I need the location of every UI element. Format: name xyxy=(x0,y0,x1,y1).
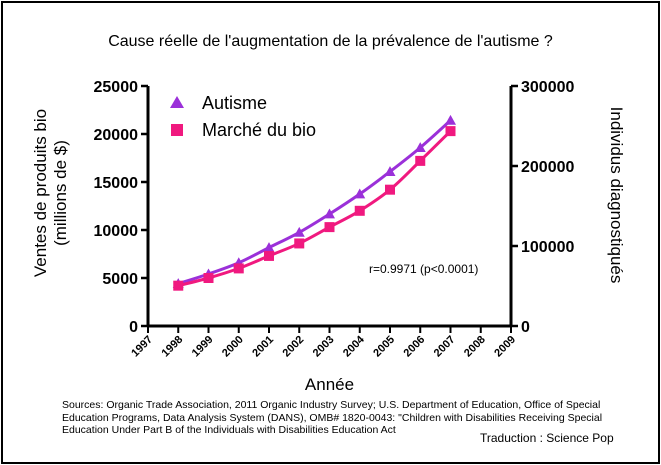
legend-marker-autisme xyxy=(170,96,184,108)
series-point-autisme xyxy=(354,188,366,199)
series-point-bio xyxy=(385,184,395,195)
left-tick-label: 20000 xyxy=(94,127,139,144)
x-tick-label: 2006 xyxy=(402,334,428,360)
x-tick-label: 1997 xyxy=(129,334,155,360)
series-point-bio xyxy=(264,250,274,261)
sources-note: Sources: Organic Trade Association, 2011… xyxy=(62,399,603,437)
x-tick-label: 2005 xyxy=(371,334,397,360)
series-point-bio xyxy=(324,222,335,233)
series-point-bio xyxy=(173,280,184,291)
x-tick-label: 2009 xyxy=(492,334,518,360)
series-point-autisme xyxy=(293,226,305,237)
series-point-autisme xyxy=(445,114,456,125)
right-tick-label: 100000 xyxy=(521,239,574,256)
left-tick-label: 5000 xyxy=(102,271,138,288)
series-point-bio xyxy=(415,155,426,166)
x-tick-label: 2002 xyxy=(281,334,307,360)
right-tick-label: 300000 xyxy=(521,79,574,96)
correlation-annotation: r=0.9971 (p<0.0001) xyxy=(369,262,478,276)
series-point-autisme xyxy=(263,242,275,252)
x-tick-label: 2001 xyxy=(250,334,276,360)
left-tick-label: 0 xyxy=(129,319,138,336)
x-tick-label: 2007 xyxy=(432,334,458,360)
x-tick-label: 2008 xyxy=(462,334,488,360)
series-point-autisme xyxy=(324,208,335,219)
x-tick-label: 1999 xyxy=(190,334,216,360)
left-axis-title: Ventes de produits bio(millions de $) xyxy=(31,109,70,277)
series-line-2 xyxy=(177,130,452,288)
series-point-bio xyxy=(294,238,305,249)
left-axis-title-line: Ventes de produits bio xyxy=(31,109,50,277)
series-point-bio xyxy=(354,205,365,216)
chart-title: Cause réelle de l'augmentation de la pré… xyxy=(108,33,553,50)
left-axis-title-line: (millions de $) xyxy=(51,140,70,246)
series-line-1 xyxy=(177,119,452,286)
left-tick-label: 25000 xyxy=(94,79,139,96)
left-tick-label: 15000 xyxy=(94,175,139,192)
x-tick-label: 2003 xyxy=(311,334,337,360)
legend-label: Marché du bio xyxy=(202,120,316,140)
series-point-autisme xyxy=(414,142,426,152)
x-tick-label: 2000 xyxy=(220,334,246,360)
series-point-autisme xyxy=(384,166,396,176)
right-axis-title: Individus diagnostiqués xyxy=(607,107,626,284)
x-axis-title: Année xyxy=(305,375,354,394)
right-tick-label: 0 xyxy=(521,319,530,336)
right-tick-label: 200000 xyxy=(521,159,574,176)
series-point-bio xyxy=(445,126,456,137)
legend-marker-bio xyxy=(171,124,183,136)
x-tick-label: 2004 xyxy=(341,333,367,359)
translation-credit: Traduction : Science Pop xyxy=(480,431,614,445)
x-tick-label: 1998 xyxy=(160,334,186,360)
left-tick-label: 10000 xyxy=(94,223,139,240)
series-point-bio xyxy=(233,263,244,274)
series-point-bio xyxy=(203,273,214,283)
legend-label: Autisme xyxy=(202,93,267,113)
